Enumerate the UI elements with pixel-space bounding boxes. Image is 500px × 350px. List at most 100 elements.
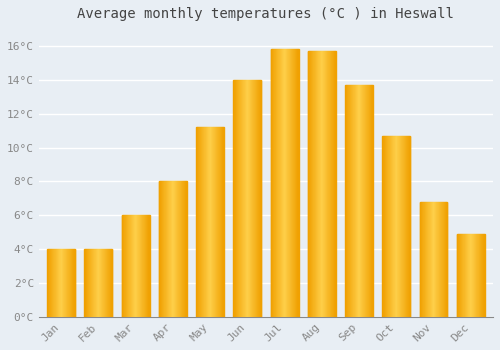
Bar (146, 215, 147, 317)
Bar (213, 127, 214, 317)
Bar (244, 80, 245, 317)
Bar (462, 234, 463, 317)
Bar (276, 49, 278, 317)
Bar (259, 80, 260, 317)
Bar (246, 80, 247, 317)
Bar (239, 80, 240, 317)
Bar (165, 181, 166, 317)
Bar (273, 49, 274, 317)
Bar (330, 51, 332, 317)
Bar (85, 249, 86, 317)
Bar (308, 51, 309, 317)
Bar (69, 249, 70, 317)
Bar (217, 127, 218, 317)
Bar (282, 49, 283, 317)
Bar (170, 181, 171, 317)
Bar (107, 249, 108, 317)
Bar (199, 127, 200, 317)
Bar (315, 51, 316, 317)
Bar (164, 181, 165, 317)
Bar (353, 85, 354, 317)
Bar (240, 80, 241, 317)
Bar (445, 202, 446, 317)
Bar (98, 249, 99, 317)
Bar (124, 215, 125, 317)
Bar (318, 51, 319, 317)
Bar (422, 202, 423, 317)
Bar (402, 136, 403, 317)
Bar (205, 127, 206, 317)
Bar (145, 215, 146, 317)
Bar (357, 85, 358, 317)
Bar (169, 181, 170, 317)
Bar (219, 127, 220, 317)
Bar (72, 249, 73, 317)
Bar (179, 181, 180, 317)
Bar (236, 80, 238, 317)
Bar (142, 215, 143, 317)
Bar (175, 181, 176, 317)
Bar (406, 136, 407, 317)
Bar (355, 85, 356, 317)
Bar (123, 215, 124, 317)
Bar (399, 136, 400, 317)
Bar (421, 202, 422, 317)
Bar (440, 202, 442, 317)
Bar (202, 127, 203, 317)
Bar (369, 85, 370, 317)
Bar (71, 249, 72, 317)
Bar (423, 202, 424, 317)
Bar (390, 136, 391, 317)
Bar (310, 51, 311, 317)
Bar (323, 51, 324, 317)
Bar (129, 215, 130, 317)
Bar (370, 85, 372, 317)
Bar (218, 127, 219, 317)
Bar (476, 234, 477, 317)
Title: Average monthly temperatures (°C ) in Heswall: Average monthly temperatures (°C ) in He… (78, 7, 454, 21)
Bar (320, 51, 321, 317)
Bar (173, 181, 174, 317)
Bar (168, 181, 169, 317)
Bar (143, 215, 144, 317)
Bar (292, 49, 293, 317)
Bar (110, 249, 111, 317)
Bar (122, 215, 123, 317)
Bar (94, 249, 95, 317)
Bar (407, 136, 408, 317)
Bar (289, 49, 290, 317)
Bar (326, 51, 327, 317)
Bar (394, 136, 395, 317)
Bar (101, 249, 102, 317)
Bar (241, 80, 242, 317)
Bar (128, 215, 129, 317)
Bar (295, 49, 296, 317)
Bar (459, 234, 460, 317)
Bar (360, 85, 361, 317)
Bar (278, 49, 279, 317)
Bar (234, 80, 235, 317)
Bar (463, 234, 464, 317)
Bar (163, 181, 164, 317)
Bar (474, 234, 475, 317)
Bar (251, 80, 252, 317)
Bar (293, 49, 294, 317)
Bar (332, 51, 333, 317)
Bar (351, 85, 352, 317)
Bar (354, 85, 355, 317)
Bar (183, 181, 184, 317)
Bar (458, 234, 459, 317)
Bar (212, 127, 213, 317)
Bar (106, 249, 107, 317)
Bar (431, 202, 432, 317)
Bar (200, 127, 201, 317)
Bar (294, 49, 295, 317)
Bar (396, 136, 397, 317)
Bar (260, 80, 262, 317)
Bar (472, 234, 473, 317)
Bar (177, 181, 178, 317)
Bar (392, 136, 393, 317)
Bar (249, 80, 250, 317)
Bar (363, 85, 364, 317)
Bar (220, 127, 222, 317)
